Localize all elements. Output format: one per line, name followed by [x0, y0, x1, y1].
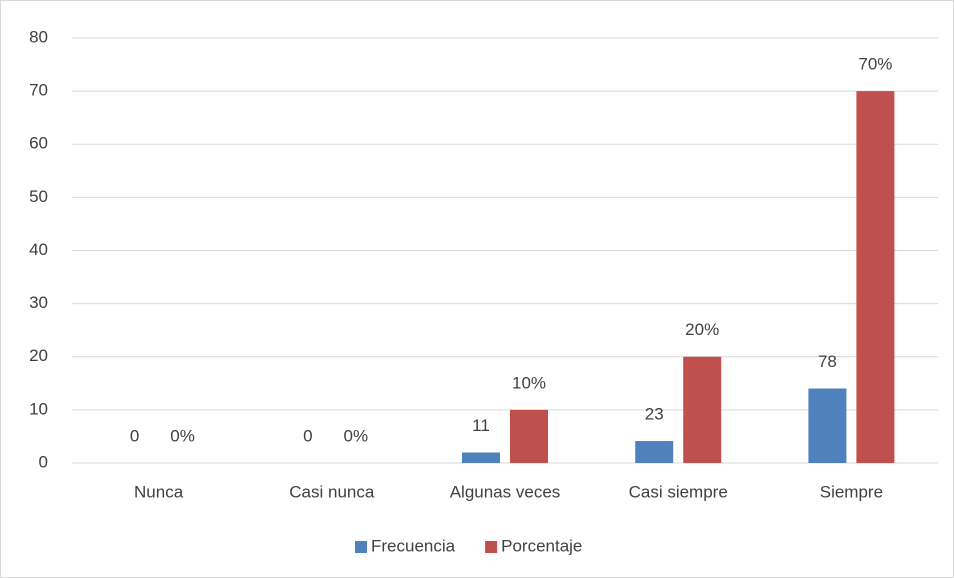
x-tick-label: Casi siempre	[629, 482, 728, 501]
y-tick-label: 30	[29, 293, 48, 312]
bar	[808, 388, 847, 463]
y-tick-label: 80	[29, 27, 48, 46]
data-label: 0	[130, 426, 139, 445]
legend-swatch	[355, 541, 367, 553]
data-label: 0%	[344, 426, 369, 445]
data-label: 23	[645, 405, 664, 424]
x-tick-label: Nunca	[134, 482, 184, 501]
data-label: 11	[472, 416, 490, 435]
y-tick-label: 70	[29, 81, 48, 100]
y-tick-label: 10	[29, 399, 48, 418]
bar	[510, 409, 548, 463]
legend-label: Porcentaje	[501, 536, 582, 555]
data-label: 20%	[685, 320, 719, 339]
data-label: 0%	[170, 426, 195, 445]
bar	[462, 452, 500, 463]
x-tick-label: Casi nunca	[289, 482, 375, 501]
data-label: 78	[818, 352, 837, 371]
y-tick-label: 20	[29, 346, 48, 365]
bar	[683, 356, 722, 463]
x-tick-label: Algunas veces	[450, 482, 561, 501]
y-tick-label: 60	[29, 134, 48, 153]
x-tick-label: Siempre	[820, 482, 883, 501]
legend-label: Frecuencia	[371, 536, 456, 555]
data-label: 70%	[858, 55, 892, 74]
data-label: 10%	[512, 373, 546, 392]
data-label: 0	[303, 426, 312, 445]
y-tick-label: 50	[29, 187, 48, 206]
y-tick-label: 0	[39, 452, 48, 471]
bar	[635, 441, 674, 463]
legend-swatch	[485, 541, 498, 553]
bar	[856, 91, 895, 463]
y-tick-label: 40	[29, 240, 48, 259]
